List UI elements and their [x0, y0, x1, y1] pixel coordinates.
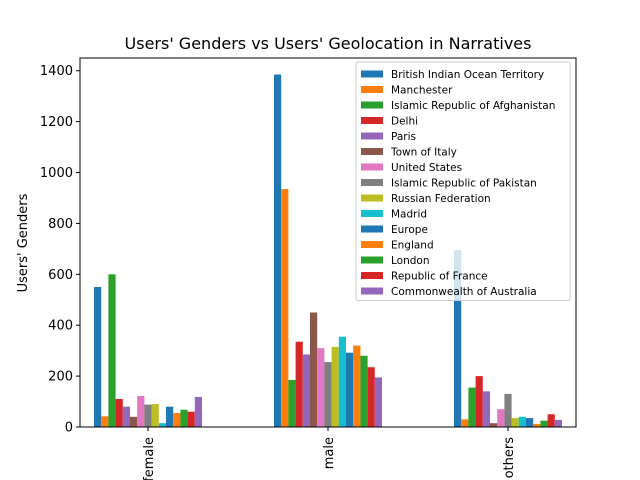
bar — [108, 274, 116, 427]
bar — [281, 189, 289, 427]
bar — [482, 391, 490, 427]
legend-label: Islamic Republic of Pakistan — [391, 178, 537, 190]
bar — [331, 346, 339, 427]
bar — [533, 423, 541, 427]
bar — [317, 348, 325, 427]
bar — [144, 404, 152, 427]
bar — [130, 416, 138, 427]
bar — [122, 406, 130, 427]
bar — [547, 414, 555, 427]
bar — [526, 418, 534, 427]
legend-label: British Indian Ocean Territory — [391, 69, 544, 81]
legend-label: England — [391, 240, 434, 252]
legend-swatch — [361, 241, 383, 248]
legend-label: Europe — [391, 224, 428, 236]
plot-frame — [79, 57, 577, 428]
bar — [346, 352, 354, 427]
bar — [353, 345, 361, 427]
bar — [554, 419, 562, 427]
legend-label: Paris — [391, 131, 416, 143]
bars-group — [94, 74, 562, 427]
bar — [497, 409, 505, 427]
legend-label: Delhi — [391, 116, 418, 128]
legend-label: Madrid — [391, 209, 427, 221]
bar — [101, 416, 109, 427]
bar — [158, 423, 166, 427]
legend-label: London — [391, 255, 430, 267]
legend-box — [355, 61, 571, 301]
bar — [338, 336, 346, 427]
bar — [454, 250, 462, 427]
legend-label: Islamic Republic of Afghanistan — [391, 100, 555, 112]
bar — [367, 367, 375, 427]
legend-label: Republic of France — [391, 271, 488, 283]
bar — [115, 399, 123, 427]
y-tick-label: 600 — [48, 268, 73, 283]
legend-swatch — [361, 132, 383, 140]
bar — [173, 413, 181, 427]
y-tick-label: 200 — [48, 370, 73, 385]
bar — [360, 355, 368, 427]
bar — [374, 377, 382, 427]
bar — [540, 420, 548, 427]
bar — [504, 393, 512, 427]
bar — [166, 406, 174, 427]
legend-label: Russian Federation — [391, 193, 491, 205]
legend-label: Town of Italy — [390, 147, 457, 159]
legend-swatch — [361, 179, 383, 186]
bar — [180, 409, 188, 427]
y-tick-label: 0 — [65, 421, 73, 436]
legend-swatch — [361, 272, 383, 279]
y-tick-label: 1200 — [40, 115, 73, 130]
bar — [302, 354, 310, 427]
legend-swatch — [361, 86, 383, 93]
bar — [187, 411, 195, 427]
bar — [295, 341, 303, 427]
bar — [468, 387, 476, 427]
x-tick-label: male — [322, 437, 337, 469]
bar — [518, 416, 526, 427]
legend-swatch — [361, 194, 383, 202]
legend-label: United States — [391, 162, 462, 174]
x-tick-label: female — [142, 437, 157, 480]
y-axis-label: Users' Genders — [16, 193, 31, 292]
legend-swatch — [361, 101, 383, 109]
bar — [324, 362, 332, 427]
y-tick-label: 1400 — [40, 64, 73, 79]
bar — [94, 287, 102, 427]
legend-swatch — [361, 70, 383, 78]
legend-swatch — [361, 148, 383, 155]
legend-label: Manchester — [391, 85, 453, 97]
y-tick-label: 400 — [48, 319, 73, 334]
bar — [288, 379, 296, 427]
legend-swatch — [361, 210, 383, 217]
legend-swatch — [361, 117, 383, 124]
bar — [274, 74, 282, 427]
legend-swatch — [361, 256, 383, 264]
legend-swatch — [361, 225, 383, 233]
legend-label: Commonwealth of Australia — [391, 286, 537, 298]
bar — [475, 376, 483, 427]
y-axis: 0 200 400 600 800 1000 1200 1400 — [40, 64, 80, 436]
x-axis: female male others — [142, 427, 517, 480]
bar — [151, 404, 159, 427]
bar — [461, 419, 469, 427]
chart-title: Users' Genders vs Users' Geolocation in … — [125, 34, 532, 53]
y-tick-label: 800 — [48, 217, 73, 232]
x-tick-label: others — [502, 437, 517, 479]
y-tick-label: 1000 — [40, 166, 73, 181]
bar — [194, 396, 202, 427]
bar — [310, 312, 318, 427]
legend-swatch — [361, 163, 383, 171]
bar — [511, 418, 519, 427]
bar — [137, 395, 145, 427]
legend-swatch — [361, 287, 383, 295]
legend: British Indian Ocean Territory Manchester… — [355, 61, 571, 301]
bar — [490, 423, 498, 427]
